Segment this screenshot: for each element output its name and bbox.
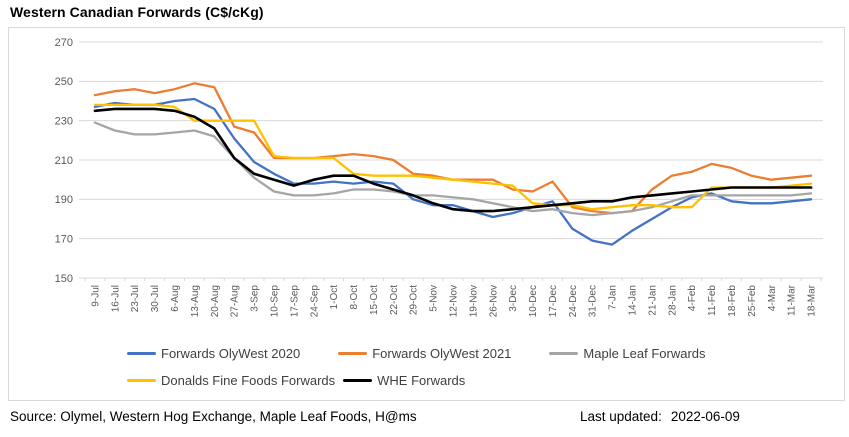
x-axis-label: 9-Jul [90, 285, 101, 307]
x-axis-label: 11-Mar [787, 284, 798, 316]
x-axis-label: 4-Mar [767, 284, 778, 311]
chart-area: 270 250 230 210 190 170 150 9-Jul 16-Jul 23-Jul 30… [8, 27, 845, 401]
legend-line-marker [343, 379, 373, 382]
x-axis-label: 3-Sep [250, 285, 261, 312]
series-line-2 [93, 121, 813, 217]
x-axis-label: 10-Dec [528, 285, 539, 317]
legend-item-1: Forwards OlyWest 2021 [338, 346, 511, 361]
x-axis-label: 12-Nov [449, 285, 460, 317]
x-axis-label: 15-Oct [369, 285, 380, 315]
legend-row-2: Donalds Fine Foods Forwards WHE Forwards [127, 367, 827, 394]
x-axis-label: 17-Dec [548, 285, 559, 317]
x-axis-label: 24-Dec [568, 285, 579, 317]
x-axis-label: 11-Feb [707, 285, 718, 316]
x-axis-label: 18-Feb [727, 285, 738, 317]
x-axis-label: 14-Jan [628, 285, 639, 316]
series-line-4 [93, 107, 813, 213]
legend-item-3: Donalds Fine Foods Forwards [127, 373, 335, 388]
legend-item-0: Forwards OlyWest 2020 [127, 346, 300, 361]
legend-label: WHE Forwards [377, 373, 466, 388]
y-axis-label: 230 [55, 115, 73, 127]
x-axis-label: 3-Dec [508, 285, 519, 312]
x-axis-label: 8-Oct [349, 285, 360, 310]
x-axis-label: 5-Nov [429, 285, 440, 312]
legend-label: Forwards OlyWest 2020 [161, 346, 301, 361]
legend-label: Donalds Fine Foods Forwards [161, 373, 336, 388]
legend-line-marker [549, 352, 579, 355]
source-note: Source: Olymel, Western Hog Exchange, Ma… [10, 409, 417, 424]
legend-row-1: Forwards OlyWest 2020 Forwards OlyWest 20… [127, 340, 827, 367]
x-axis-label: 24-Sep [309, 285, 320, 318]
x-axis-label: 19-Nov [468, 285, 479, 317]
x-axis-label: 22-Oct [389, 285, 400, 315]
x-axis-label: 7-Jan [608, 285, 619, 310]
x-axis-label: 23-Jul [130, 285, 141, 312]
y-axis-label: 150 [55, 273, 73, 285]
x-axis-label: 17-Sep [289, 285, 300, 318]
legend-line-marker [338, 352, 368, 355]
x-axis-label: 25-Feb [747, 285, 758, 317]
y-axis-label: 270 [55, 37, 73, 49]
legend-line-marker [127, 379, 156, 382]
y-axis-label: 250 [55, 76, 73, 88]
x-axis-label: 26-Nov [488, 285, 499, 317]
y-axis-label: 190 [55, 194, 73, 206]
chart-title: Western Canadian Forwards (C$/cKg) [10, 4, 264, 20]
x-axis-label: 31-Dec [588, 285, 599, 317]
legend-label: Forwards OlyWest 2021 [372, 346, 512, 361]
legend-item-4: WHE Forwards [343, 373, 465, 388]
x-axis-label: 13-Aug [190, 285, 201, 317]
x-axis-label: 16-Jul [110, 285, 121, 312]
legend-item-2: Maple Leaf Forwards [549, 346, 706, 361]
line-chart-plot: 270 250 230 210 190 170 150 9-Jul 16-Jul 23-Jul 30… [55, 37, 823, 318]
chart-legend: Forwards OlyWest 2020 Forwards OlyWest 20… [127, 340, 827, 394]
x-axis-label: 30-Jul [150, 285, 161, 312]
x-axis-label: 4-Feb [687, 285, 698, 312]
y-axis-label: 210 [55, 155, 73, 167]
x-axis-label: 6-Aug [170, 285, 181, 312]
x-axis-label: 18-Mar [807, 284, 818, 316]
legend-line-marker [127, 352, 156, 355]
last-updated-value: 2022-06-09 [670, 409, 740, 424]
last-updated: Last updated: 2022-06-09 [580, 409, 740, 424]
series-line-3 [93, 103, 813, 211]
x-axis-label: 1-Oct [329, 285, 340, 310]
x-axis-label: 20-Aug [210, 285, 221, 317]
last-updated-label: Last updated: [580, 409, 662, 424]
x-axis-label: 28-Jan [667, 285, 678, 316]
legend-label: Maple Leaf Forwards [583, 346, 706, 361]
x-axis-label: 10-Sep [269, 285, 280, 318]
series-line-0 [93, 97, 813, 246]
x-axis-label: 29-Oct [409, 285, 420, 315]
y-axis-label: 170 [55, 233, 73, 245]
x-axis-label: 21-Jan [647, 285, 658, 316]
x-axis-label: 27-Aug [230, 285, 241, 317]
